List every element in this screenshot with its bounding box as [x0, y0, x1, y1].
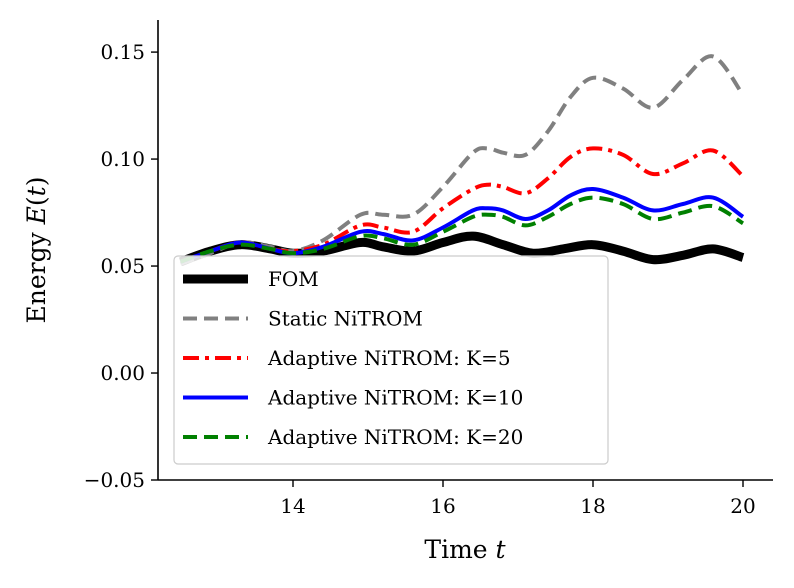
legend-item-adaptive-k5: Adaptive NiTROM: K=5	[183, 346, 511, 370]
legend-frame	[173, 255, 609, 465]
series-adaptive-k10	[179, 186, 745, 264]
y-axis-title: Energy E(t)	[22, 177, 51, 324]
x-tick-label: 18	[580, 494, 605, 518]
series-static-nitrom	[179, 54, 745, 266]
legend-label: FOM	[268, 267, 319, 291]
y-tick-label: 0.15	[100, 40, 145, 64]
y-tick-label: −0.05	[84, 468, 145, 492]
x-tick-label: 14	[280, 494, 305, 518]
series-layer	[178, 54, 745, 267]
y-tick-label: 0.10	[100, 147, 145, 171]
ticks: 14 16 18 20 −0.05 0.00 0.05 0.10 0.15	[84, 40, 756, 518]
legend-label: Static NiTROM	[268, 307, 423, 331]
legend: FOM Static NiTROM Adaptive NiTROM: K=5 Adap…	[173, 255, 609, 465]
y-tick-label: 0.00	[100, 361, 145, 385]
legend-item-fom: FOM	[183, 267, 319, 291]
x-tick-label: 16	[430, 494, 455, 518]
legend-items: FOM Static NiTROM Adaptive NiTROM: K=5 Adap…	[183, 267, 523, 449]
x-tick-label: 20	[730, 494, 755, 518]
axes	[157, 20, 773, 481]
legend-item-adaptive-k20: Adaptive NiTROM: K=20	[183, 425, 523, 449]
x-axis-title: Time t	[424, 535, 506, 564]
legend-label: Adaptive NiTROM: K=5	[267, 346, 511, 370]
y-tick-label: 0.05	[100, 254, 145, 278]
legend-label: Adaptive NiTROM: K=10	[267, 386, 523, 410]
legend-item-adaptive-k10: Adaptive NiTROM: K=10	[183, 386, 523, 410]
legend-label: Adaptive NiTROM: K=20	[267, 425, 523, 449]
legend-item-static-nitrom: Static NiTROM	[183, 307, 423, 331]
